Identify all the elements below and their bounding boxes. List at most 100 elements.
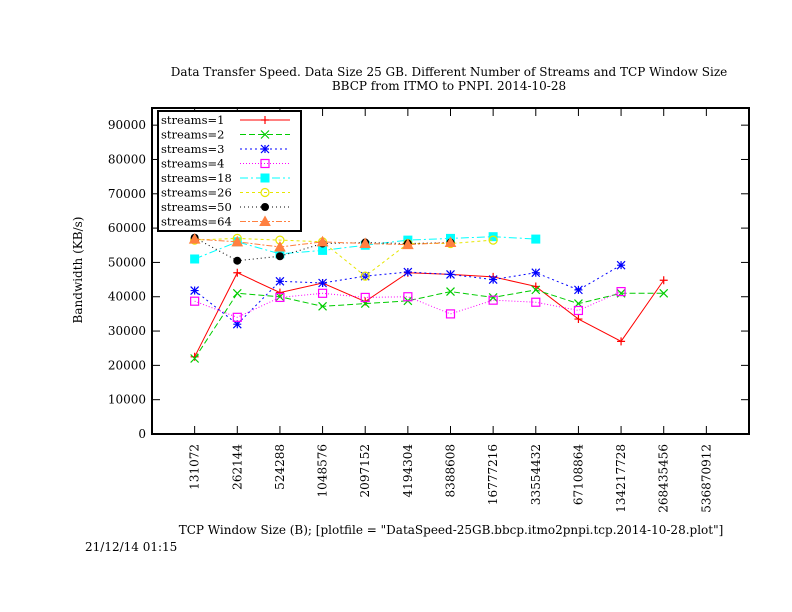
data-point xyxy=(275,288,284,297)
x-tick-label: 1048576 xyxy=(316,444,330,497)
y-tick-label: 40000 xyxy=(108,290,146,304)
legend: streams=1streams=2streams=3streams=4stre… xyxy=(157,110,302,232)
y-axis-label: Bandwidth (KB/s) xyxy=(71,217,85,324)
data-point xyxy=(190,352,199,361)
data-point xyxy=(531,285,541,295)
data-point xyxy=(659,288,669,298)
data-point xyxy=(317,288,328,298)
series-line xyxy=(194,289,664,359)
y-tick-label: 70000 xyxy=(108,187,146,201)
data-point xyxy=(316,235,329,247)
data-point xyxy=(616,286,626,297)
y-tick-label: 80000 xyxy=(108,152,146,166)
axes: 0 10000 20000 30000 40000 50000 60000 70000 8000… xyxy=(108,107,750,513)
legend-entry: streams=4 xyxy=(161,157,290,171)
data-point xyxy=(190,254,200,264)
x-axis-label: TCP Window Size (B); [plotfile = "DataSp… xyxy=(179,523,724,537)
series-line xyxy=(194,272,665,358)
data-point xyxy=(359,237,372,249)
data-point xyxy=(360,292,370,303)
data-point xyxy=(233,256,242,265)
data-point xyxy=(444,236,457,248)
x-tick-label: 2097152 xyxy=(358,444,372,497)
data-point xyxy=(318,245,328,255)
data-point xyxy=(260,130,270,139)
x-tick-label: 268435456 xyxy=(657,444,671,513)
data-point xyxy=(275,292,285,302)
chart-subtitle: BBCP from ITMO to PNPI. 2014-10-28 xyxy=(332,79,566,93)
y-tick-label: 90000 xyxy=(108,118,146,132)
data-point xyxy=(232,288,242,298)
legend-label: streams=26 xyxy=(161,186,232,200)
legend-label: streams=64 xyxy=(161,215,232,229)
legend-entry: streams=64 xyxy=(161,215,290,229)
data-point xyxy=(573,305,584,316)
data-point xyxy=(531,297,541,307)
x-tick-label: 536870912 xyxy=(699,444,713,513)
x-tick-label: 16777216 xyxy=(486,444,500,505)
data-point xyxy=(360,271,370,281)
data-point xyxy=(261,116,269,124)
data-point xyxy=(190,296,200,306)
legend-entry: streams=3 xyxy=(161,142,290,156)
x-tick-label: 131072 xyxy=(188,444,202,490)
data-point xyxy=(318,278,327,288)
legend-entry: streams=1 xyxy=(161,113,290,127)
data-point xyxy=(445,309,456,319)
data-point xyxy=(231,235,244,247)
data-point xyxy=(275,292,285,303)
data-point xyxy=(488,275,498,285)
series-streams-3 xyxy=(190,260,626,329)
data-point xyxy=(188,233,201,244)
data-point xyxy=(275,252,284,261)
legend-label: streams=1 xyxy=(161,113,224,127)
data-point xyxy=(232,319,242,329)
data-point xyxy=(275,276,285,286)
chart-title: Data Transfer Speed. Data Size 25 GB. Di… xyxy=(171,65,728,79)
data-point xyxy=(261,203,269,211)
data-point xyxy=(260,144,270,154)
legend-label: streams=18 xyxy=(161,171,232,185)
data-point xyxy=(190,286,200,295)
series-line xyxy=(194,237,494,277)
data-point xyxy=(318,301,327,311)
data-point xyxy=(488,292,498,302)
x-tick-label: 524288 xyxy=(273,444,287,490)
data-point xyxy=(531,234,541,244)
x-tick-label: 67108864 xyxy=(571,444,585,505)
y-tick-label: 0 xyxy=(138,427,146,441)
data-point xyxy=(617,337,626,346)
y-tick-label: 30000 xyxy=(108,324,146,338)
series-streams-64 xyxy=(188,233,457,252)
legend-label: streams=2 xyxy=(161,128,224,142)
legend-entry: streams=50 xyxy=(161,200,290,214)
x-tick-label: 262144 xyxy=(230,444,244,490)
data-point xyxy=(446,270,455,279)
data-point xyxy=(260,187,270,198)
legend-entry: streams=18 xyxy=(161,171,290,185)
data-point xyxy=(274,240,286,252)
y-tick-label: 60000 xyxy=(108,221,146,235)
legend-label: streams=4 xyxy=(161,157,224,171)
data-point xyxy=(531,268,541,278)
data-point xyxy=(403,267,413,277)
data-point xyxy=(259,215,271,226)
legend-label: streams=3 xyxy=(161,142,224,156)
data-point xyxy=(488,235,498,245)
data-point xyxy=(403,292,413,302)
legend-entry: streams=26 xyxy=(161,186,290,200)
y-tick-label: 50000 xyxy=(108,255,146,269)
y-tick-label: 10000 xyxy=(108,393,146,407)
legend-entry: streams=2 xyxy=(161,128,290,142)
plot-area xyxy=(188,232,669,363)
data-point xyxy=(190,354,200,363)
series-streams-1 xyxy=(190,268,668,361)
data-point xyxy=(616,260,626,270)
legend-box xyxy=(157,110,302,232)
data-point xyxy=(233,268,242,277)
data-point xyxy=(232,312,242,322)
y-tick-label: 20000 xyxy=(108,358,146,372)
timestamp: 21/12/14 01:15 xyxy=(85,540,177,554)
x-tick-label: 33554432 xyxy=(529,444,543,505)
